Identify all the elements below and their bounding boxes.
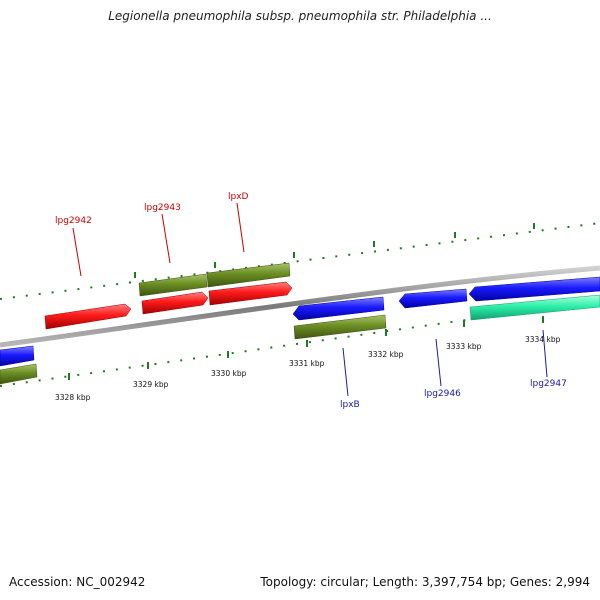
gene-label-lpg2946[interactable]: lpg2946	[424, 389, 461, 399]
scale-label-3328: 3328 kbp	[55, 393, 91, 402]
gene-label-lpg2947[interactable]: lpg2947	[530, 379, 567, 389]
olive-feature-upper-1[interactable]	[138, 273, 208, 297]
genome-backbone	[0, 265, 600, 348]
olive-feature-lower-2[interactable]	[293, 314, 387, 340]
scale-label-3331: 3331 kbp	[289, 359, 325, 368]
accession-text: Accession: NC_002942	[9, 575, 146, 589]
lower-tick-row	[0, 300, 600, 387]
scale-label-3334: 3334 kbp	[525, 335, 561, 344]
gene-label-lpg2942[interactable]: lpg2942	[55, 216, 92, 226]
gene-lpg2947-arrow[interactable]	[468, 276, 600, 302]
reverse-gene-leaders	[342, 329, 548, 397]
scale-label-3330: 3330 kbp	[211, 369, 247, 378]
genome-title: Legionella pneumophila subsp. pneumophil…	[108, 9, 492, 23]
olive-feature-lower-1[interactable]	[0, 363, 38, 385]
forward-gene-labels: lpg2942 lpg2943 lpxD	[55, 192, 249, 226]
gene-lpg2942-arrow[interactable]	[44, 303, 132, 330]
forward-gene-leaders	[72, 202, 245, 277]
rna-feature[interactable]	[469, 294, 600, 321]
gene-label-lpg2943[interactable]: lpg2943	[144, 203, 181, 213]
gene-label-lpxB[interactable]: lpxB	[340, 400, 360, 410]
gene-lpxD-arrow[interactable]	[208, 281, 293, 306]
scale-labels: 3328 kbp 3329 kbp 3330 kbp 3331 kbp 3332…	[55, 335, 561, 402]
scale-label-3333: 3333 kbp	[446, 342, 482, 351]
gene-left-partial-arrow[interactable]	[0, 345, 35, 367]
scale-label-3332: 3332 kbp	[368, 350, 404, 359]
gene-lpg2943-arrow[interactable]	[141, 291, 209, 315]
olive-feature-upper-2[interactable]	[206, 262, 291, 288]
gene-lpg2946-arrow[interactable]	[398, 288, 468, 309]
genome-summary-text: Topology: circular; Length: 3,397,754 bp…	[260, 575, 590, 589]
gene-lpxB-arrow[interactable]	[292, 296, 385, 321]
gene-label-lpxD[interactable]: lpxD	[228, 192, 249, 202]
scale-label-3329: 3329 kbp	[133, 380, 169, 389]
reverse-gene-labels: lpxB lpg2946 lpg2947	[340, 379, 567, 410]
upper-tick-row	[0, 222, 600, 300]
